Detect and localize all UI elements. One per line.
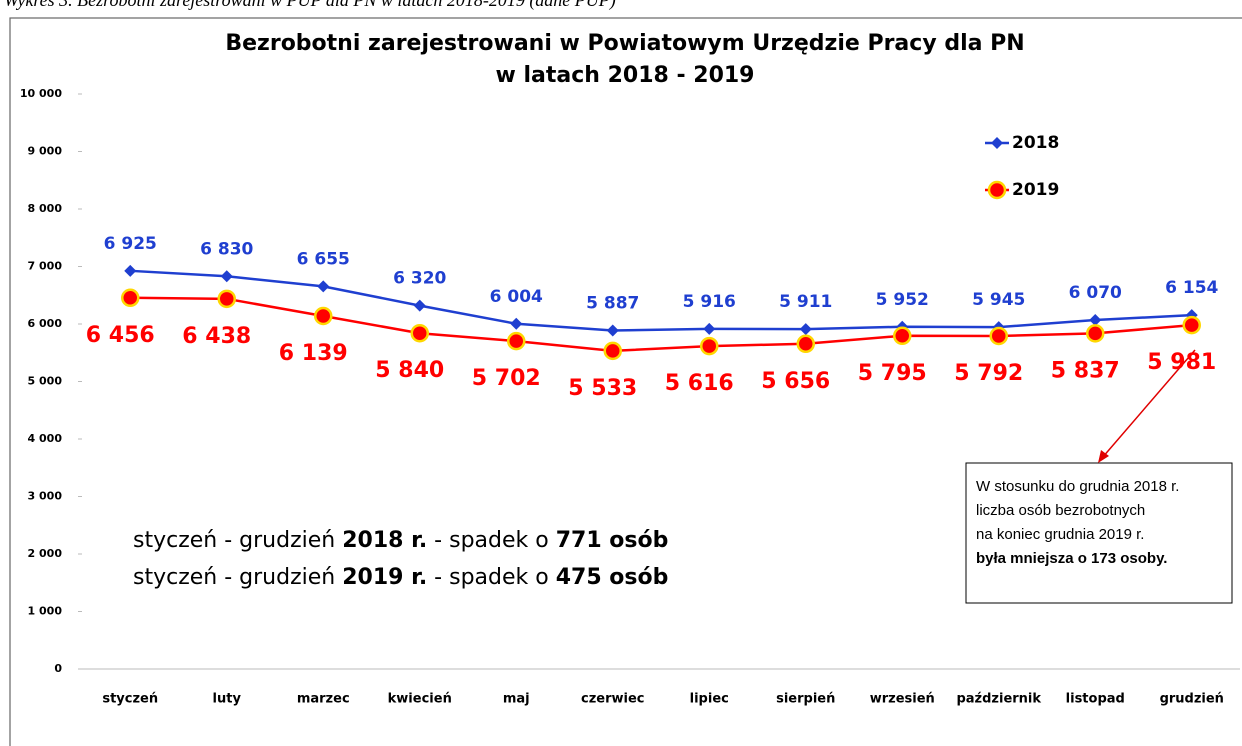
y-tick-label: 2 000 bbox=[28, 547, 63, 560]
data-label: 6 925 bbox=[104, 234, 157, 254]
x-tick-label: wrzesień bbox=[870, 692, 935, 707]
point bbox=[410, 323, 429, 343]
note-box-line: była mniejsza o 173 osoby. bbox=[976, 550, 1167, 567]
arrow-head bbox=[1098, 450, 1109, 463]
point bbox=[220, 270, 233, 283]
data-label: 5 792 bbox=[954, 361, 1023, 386]
point bbox=[703, 322, 716, 335]
chart-title: w latach 2018 - 2019 bbox=[495, 63, 754, 88]
data-label: 5 837 bbox=[1051, 358, 1120, 383]
legend-label: 2019 bbox=[1012, 180, 1059, 200]
point bbox=[989, 326, 1008, 346]
data-label: 6 456 bbox=[86, 323, 155, 348]
data-label: 6 655 bbox=[297, 249, 350, 269]
y-tick-label: 10 000 bbox=[20, 87, 62, 100]
data-label: 5 702 bbox=[472, 366, 541, 391]
data-label: 6 830 bbox=[200, 239, 253, 259]
point bbox=[603, 341, 622, 361]
data-label: 6 139 bbox=[279, 341, 348, 366]
y-tick-label: 0 bbox=[54, 662, 62, 675]
text-part: 771 osób bbox=[556, 528, 669, 553]
caption: Wykres 3. Bezrobotni zarejestrowani w PU… bbox=[4, 0, 616, 11]
data-label: 5 945 bbox=[972, 290, 1025, 310]
chart-frame bbox=[9, 17, 1242, 746]
x-tick-label: sierpień bbox=[776, 692, 835, 707]
series-line bbox=[130, 296, 1192, 353]
x-tick-label: grudzień bbox=[1160, 692, 1224, 707]
x-tick-label: lipiec bbox=[690, 692, 729, 707]
point bbox=[121, 288, 140, 308]
text-part: - spadek o bbox=[427, 528, 556, 553]
point bbox=[124, 264, 137, 277]
text-part: 475 osób bbox=[556, 565, 669, 590]
x-tick-label: listopad bbox=[1066, 692, 1125, 707]
note-box-line: W stosunku do grudnia 2018 r. bbox=[976, 478, 1179, 495]
data-label: 5 656 bbox=[761, 369, 830, 394]
x-tick-label: maj bbox=[503, 692, 530, 707]
data-label: 5 887 bbox=[586, 293, 639, 313]
point bbox=[217, 289, 236, 309]
data-label: 5 533 bbox=[568, 376, 637, 401]
y-tick-label: 5 000 bbox=[28, 375, 63, 388]
data-label: 5 981 bbox=[1147, 350, 1216, 375]
point bbox=[700, 336, 719, 356]
point bbox=[991, 137, 1003, 149]
point bbox=[606, 324, 619, 337]
note-box-line: na koniec grudnia 2019 r. bbox=[976, 526, 1144, 543]
point bbox=[987, 180, 1007, 200]
annotation: styczeń - grudzień 2018 r. - spadek o 77… bbox=[133, 528, 668, 553]
point bbox=[413, 299, 426, 312]
text-part: - spadek o bbox=[427, 565, 556, 590]
data-label: 6 320 bbox=[393, 269, 446, 289]
y-tick-label: 9 000 bbox=[28, 145, 63, 158]
point bbox=[893, 326, 912, 346]
x-tick-label: czerwiec bbox=[581, 692, 645, 707]
x-tick-label: luty bbox=[213, 692, 242, 707]
text-part: 2019 r. bbox=[342, 565, 427, 590]
data-label: 5 952 bbox=[876, 290, 929, 310]
data-label: 6 004 bbox=[490, 287, 543, 307]
point bbox=[1182, 315, 1201, 335]
data-label: 6 154 bbox=[1165, 278, 1218, 298]
data-label: 6 070 bbox=[1069, 283, 1122, 303]
point bbox=[799, 323, 812, 336]
y-tick-label: 3 000 bbox=[28, 490, 63, 503]
data-label: 6 438 bbox=[182, 324, 251, 349]
y-tick-label: 7 000 bbox=[28, 260, 63, 273]
note-box bbox=[965, 462, 1233, 604]
x-tick-label: październik bbox=[956, 692, 1041, 707]
data-label: 5 840 bbox=[375, 358, 444, 383]
data-label: 5 795 bbox=[858, 361, 927, 386]
chart-title: Bezrobotni zarejestrowani w Powiatowym U… bbox=[225, 31, 1024, 56]
x-tick-label: marzec bbox=[297, 692, 350, 707]
data-label: 5 911 bbox=[779, 292, 832, 312]
point bbox=[317, 280, 330, 293]
text-part: 2018 r. bbox=[342, 528, 427, 553]
point bbox=[1089, 313, 1102, 326]
text-part: styczeń - grudzień bbox=[133, 565, 342, 590]
point bbox=[314, 306, 333, 326]
note-box-line: liczba osób bezrobotnych bbox=[976, 502, 1145, 519]
annotation: styczeń - grudzień 2019 r. - spadek o 47… bbox=[133, 565, 668, 590]
point bbox=[796, 334, 815, 354]
text-part: styczeń - grudzień bbox=[133, 528, 342, 553]
x-tick-label: styczeń bbox=[102, 692, 158, 707]
point bbox=[507, 331, 526, 351]
legend-label: 2018 bbox=[1012, 133, 1059, 153]
point bbox=[510, 317, 523, 330]
data-label: 5 616 bbox=[665, 371, 734, 396]
y-tick-label: 1 000 bbox=[28, 605, 63, 618]
arrow bbox=[1101, 349, 1196, 459]
point bbox=[1086, 324, 1105, 343]
series-line bbox=[130, 269, 1192, 332]
y-tick-label: 6 000 bbox=[28, 317, 63, 330]
y-tick-label: 8 000 bbox=[28, 202, 63, 215]
y-tick-label: 4 000 bbox=[28, 432, 63, 445]
data-label: 5 916 bbox=[683, 292, 736, 312]
x-tick-label: kwiecień bbox=[388, 692, 452, 707]
